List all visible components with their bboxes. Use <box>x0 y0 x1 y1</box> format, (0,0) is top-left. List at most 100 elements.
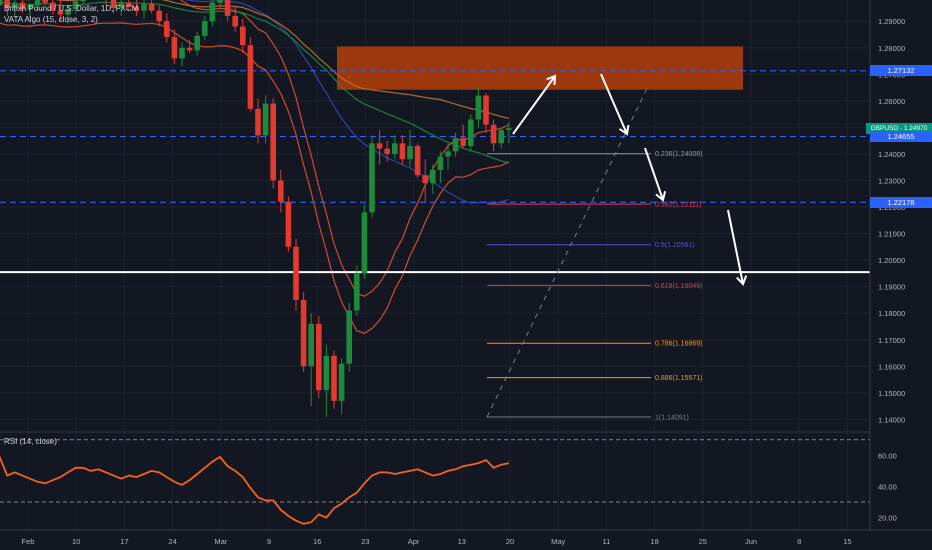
rsi-line <box>0 455 509 525</box>
x-tick-label-15: Jun <box>745 537 757 546</box>
candle-body-7 <box>42 0 48 3</box>
candle-body-12 <box>80 0 86 2</box>
price-label-1: GBPUSD · 1.24970 <box>866 122 932 134</box>
rsi-tick-label-2: 20.00 <box>878 514 897 523</box>
symbol-legend: British Pound / U.S. Dollar, 1D, FXCM <box>4 4 139 13</box>
price-label-3: 1.22178 <box>870 196 932 208</box>
candle-body-62 <box>460 138 466 146</box>
candle-body-30 <box>217 0 223 3</box>
candle-body-23 <box>164 21 170 38</box>
fib-label-5: 0.886(1.15571) <box>655 375 702 382</box>
grid <box>0 0 870 530</box>
x-tick-label-16: 8 <box>797 537 801 546</box>
candle-body-48 <box>354 273 360 311</box>
candle-body-50 <box>369 143 375 213</box>
supply-zone-rect <box>337 46 743 90</box>
candle-body-18 <box>126 2 132 7</box>
candle-body-55 <box>407 145 413 160</box>
arrow-head-1 <box>618 124 630 136</box>
candlesticks <box>0 0 512 417</box>
candle-body-22 <box>156 10 162 22</box>
arrow-head-3 <box>736 275 748 286</box>
candle-body-41 <box>300 299 307 367</box>
candle-body-20 <box>141 3 147 11</box>
candle-body-8 <box>50 2 56 11</box>
y-tick-label-5: 1.24000 <box>878 150 905 159</box>
candle-body-1 <box>0 0 3 6</box>
supply-zone <box>337 46 743 90</box>
y-tick-label-14: 1.15000 <box>878 389 905 398</box>
candle-body-49 <box>361 212 368 274</box>
candle-body-56 <box>414 145 421 176</box>
y-tick-label-8: 1.21000 <box>878 230 905 239</box>
arrow-head-0 <box>546 74 557 86</box>
candle-body-27 <box>194 35 200 51</box>
candle-body-4 <box>19 2 26 10</box>
rsi-tick-label-1: 40.00 <box>878 482 897 491</box>
fib-label-3: 0.618(1.19049) <box>655 283 702 290</box>
band-line-4 <box>21 0 509 119</box>
candle-body-45 <box>331 355 337 401</box>
y-tick-label-10: 1.19000 <box>878 283 905 292</box>
candle-body-3 <box>12 2 18 8</box>
y-tick-label-9: 1.20000 <box>878 256 905 265</box>
projection-arrows <box>512 73 748 286</box>
candle-body-37 <box>270 103 276 181</box>
x-tick-label-8: Apr <box>408 537 420 546</box>
price-label-0: 1.27132 <box>870 65 932 77</box>
x-tick-label-5: 9 <box>267 537 271 546</box>
x-tick-label-3: 24 <box>168 537 176 546</box>
candle-body-19 <box>133 6 140 11</box>
x-tick-label-0: Feb <box>22 537 35 546</box>
arrow-shaft-2 <box>644 147 664 201</box>
fib-label-1: 0.382(1.22111) <box>655 202 701 209</box>
candle-body-61 <box>452 138 459 152</box>
candle-body-5 <box>27 5 33 10</box>
candle-body-65 <box>483 95 489 125</box>
candle-body-47 <box>346 310 352 364</box>
fib-diagonal <box>486 86 649 418</box>
y-tick-label-13: 1.16000 <box>878 362 905 371</box>
band-line-0 <box>179 0 510 297</box>
x-tick-label-4: Mar <box>214 537 227 546</box>
fibonacci-retracement: 0.236(1.24008) 0.382(1.22111) 0.5(1.20581)… <box>486 86 702 421</box>
candle-body-10 <box>65 9 71 15</box>
candle-body-25 <box>179 47 185 59</box>
x-tick-label-12: 11 <box>603 537 611 546</box>
candle-body-66 <box>490 124 497 144</box>
candle-body-31 <box>224 0 231 16</box>
candle-body-35 <box>255 108 261 136</box>
fib-label-6: 1(1.14091) <box>655 414 689 421</box>
candle-body-64 <box>475 95 482 120</box>
x-tick-label-13: 18 <box>650 537 658 546</box>
horizontal-levels <box>0 70 870 274</box>
candle-body-9 <box>57 10 64 15</box>
candle-body-16 <box>110 0 117 8</box>
fib-label-4: 0.786(1.16869) <box>655 341 702 348</box>
candle-body-67 <box>498 130 504 144</box>
x-tick-label-14: 25 <box>699 537 707 546</box>
candle-body-42 <box>308 323 314 367</box>
rsi-tick-label-0: 60.00 <box>878 451 897 460</box>
candle-body-68 <box>506 128 512 131</box>
rsi-legend: RSI (14, close) <box>4 437 57 446</box>
candle-body-17 <box>118 2 124 8</box>
candle-body-39 <box>285 201 292 247</box>
candle-body-38 <box>278 180 284 202</box>
candle-body-60 <box>445 151 451 157</box>
arrow-shaft-0 <box>512 75 556 135</box>
candle-body-59 <box>437 156 444 170</box>
y-tick-label-6: 1.23000 <box>878 176 905 185</box>
candle-body-6 <box>34 0 41 6</box>
candle-body-51 <box>376 143 383 149</box>
y-tick-label-12: 1.17000 <box>878 336 905 345</box>
x-tick-label-10: 20 <box>506 537 514 546</box>
candle-body-2 <box>4 0 10 8</box>
arrow-shaft-3 <box>727 209 744 285</box>
x-tick-label-1: 10 <box>72 537 80 546</box>
candle-body-24 <box>171 37 178 59</box>
x-tick-label-7: 23 <box>361 537 369 546</box>
candle-body-63 <box>468 119 474 146</box>
